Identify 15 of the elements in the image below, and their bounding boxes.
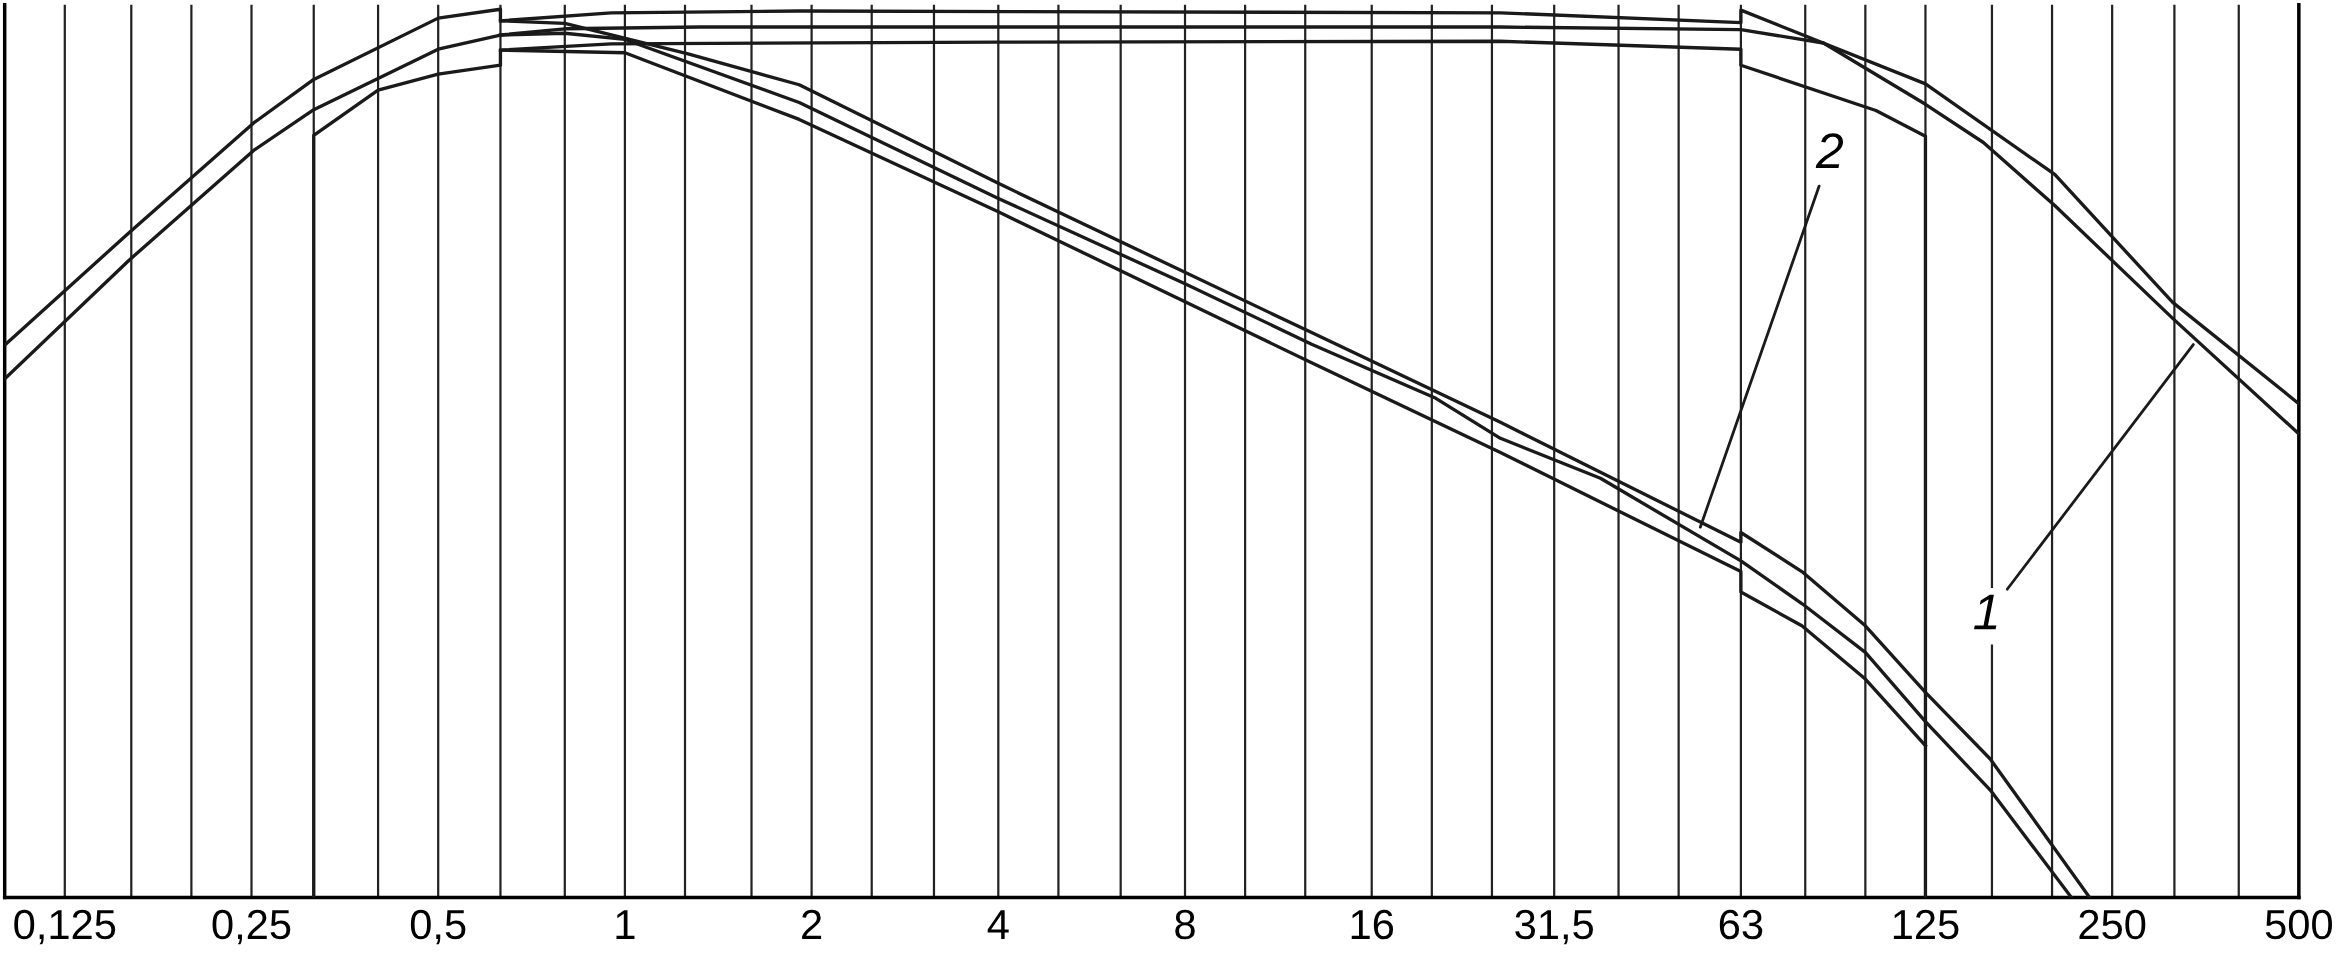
x-tick-label: 31,5	[1515, 909, 1593, 945]
x-tick-label: 0,5	[410, 909, 466, 945]
x-tick-label: 4	[987, 910, 1009, 939]
annotation: 1	[1974, 594, 1997, 630]
annotation: 2	[1815, 133, 1844, 169]
x-tick-label: 125	[1893, 909, 1959, 940]
x-tick-label: 2	[802, 909, 822, 939]
x-tick-label: 1	[616, 910, 635, 939]
x-tick-label: 500	[2265, 909, 2332, 940]
x-tick-label: 8	[1175, 909, 1195, 940]
x-tick-label: 16	[1351, 909, 1394, 940]
x-tick-label: 0,125	[14, 909, 116, 945]
x-tick-label: 250	[2079, 909, 2146, 940]
x-tick-label: 0,25	[212, 909, 291, 945]
x-tick-label: 63	[1719, 909, 1763, 940]
